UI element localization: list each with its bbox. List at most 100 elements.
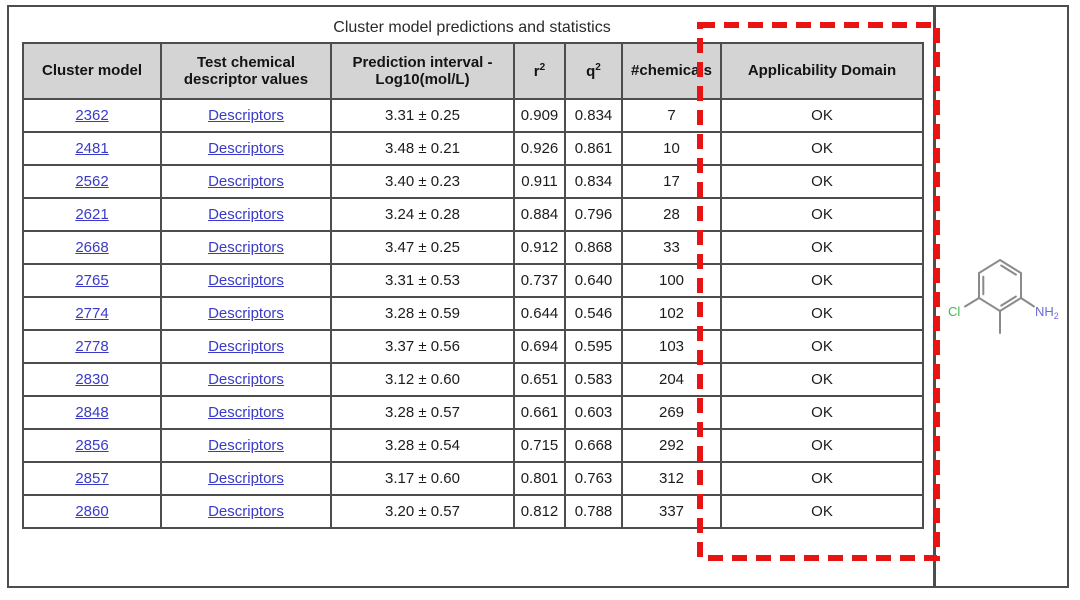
table-row: 2778 Descriptors 3.37 ± 0.56 0.694 0.595 103 O… <box>22 329 924 364</box>
table-cell: 2562 <box>22 164 162 199</box>
r2-value: 0.737 <box>513 263 566 298</box>
q2-value: 0.583 <box>564 362 623 397</box>
table-cell: Descriptors <box>160 362 332 397</box>
r2-value: 0.644 <box>513 296 566 331</box>
descriptors-link[interactable]: Descriptors <box>208 107 284 124</box>
q2-value: 0.763 <box>564 461 623 496</box>
chemicals-count: 204 <box>621 362 722 397</box>
cluster-model-link[interactable]: 2848 <box>75 404 109 421</box>
table-cell: 2765 <box>22 263 162 298</box>
descriptors-link[interactable]: Descriptors <box>208 470 284 487</box>
cluster-model-link[interactable]: 2562 <box>75 173 109 190</box>
column-header-descriptor-values: Test chemical descriptor values <box>160 42 332 100</box>
descriptors-link[interactable]: Descriptors <box>208 272 284 289</box>
column-header-applicability-domain: Applicability Domain <box>720 42 924 100</box>
cluster-predictions-table: Cluster model Test chemical descriptor va… <box>22 42 924 529</box>
table-cell: 2848 <box>22 395 162 430</box>
cluster-model-link[interactable]: 2830 <box>75 371 109 388</box>
cluster-model-link[interactable]: 2765 <box>75 272 109 289</box>
table-cell: Descriptors <box>160 131 332 166</box>
double-bond <box>1000 295 1017 307</box>
table-cell: 2621 <box>22 197 162 232</box>
chemicals-count: 17 <box>621 164 722 199</box>
chlorine-bond <box>964 297 980 308</box>
chemicals-count: 102 <box>621 296 722 331</box>
table-cell: 2362 <box>22 98 162 133</box>
r2-value: 0.801 <box>513 461 566 496</box>
descriptors-link[interactable]: Descriptors <box>208 338 284 355</box>
descriptors-link[interactable]: Descriptors <box>208 371 284 388</box>
table-row: 2621 Descriptors 3.24 ± 0.28 0.884 0.796 28 OK <box>22 197 924 232</box>
table-cell: Descriptors <box>160 263 332 298</box>
applicability-domain-status: OK <box>720 296 924 331</box>
applicability-domain-status: OK <box>720 461 924 496</box>
q2-value: 0.640 <box>564 263 623 298</box>
prediction-interval-value: 3.40 ± 0.23 <box>330 164 515 199</box>
chemicals-count: 103 <box>621 329 722 364</box>
table-cell: 2778 <box>22 329 162 364</box>
descriptors-link[interactable]: Descriptors <box>208 173 284 190</box>
cluster-model-link[interactable]: 2481 <box>75 140 109 157</box>
r2-value: 0.661 <box>513 395 566 430</box>
table-cell: Descriptors <box>160 395 332 430</box>
table-cell: Descriptors <box>160 494 332 529</box>
descriptors-link[interactable]: Descriptors <box>208 503 284 520</box>
cluster-model-link[interactable]: 2621 <box>75 206 109 223</box>
column-header-q2: q2 <box>564 42 623 100</box>
q2-value: 0.834 <box>564 98 623 133</box>
descriptors-link[interactable]: Descriptors <box>208 404 284 421</box>
amine-label: NH2 <box>1035 304 1059 321</box>
descriptors-link[interactable]: Descriptors <box>208 437 284 454</box>
prediction-interval-value: 3.28 ± 0.54 <box>330 428 515 463</box>
descriptors-link[interactable]: Descriptors <box>208 140 284 157</box>
table-cell: 2668 <box>22 230 162 265</box>
amine-subscript: 2 <box>1054 311 1059 321</box>
descriptors-link[interactable]: Descriptors <box>208 239 284 256</box>
cluster-model-link[interactable]: 2860 <box>75 503 109 520</box>
chemicals-count: 28 <box>621 197 722 232</box>
table-cell: 2860 <box>22 494 162 529</box>
prediction-interval-value: 3.20 ± 0.57 <box>330 494 515 529</box>
table-row: 2830 Descriptors 3.12 ± 0.60 0.651 0.583 204 O… <box>22 362 924 397</box>
applicability-domain-status: OK <box>720 494 924 529</box>
table-row: 2562 Descriptors 3.40 ± 0.23 0.911 0.834 17 OK <box>22 164 924 199</box>
column-header-prediction-interval: Prediction interval -Log10(mol/L) <box>330 42 515 100</box>
q2-value: 0.834 <box>564 164 623 199</box>
column-header-chemicals: #chemicals <box>621 42 722 100</box>
amine-bond <box>1020 297 1035 308</box>
table-header-row: Cluster model Test chemical descriptor va… <box>22 42 924 100</box>
cluster-model-link[interactable]: 2774 <box>75 305 109 322</box>
applicability-domain-status: OK <box>720 329 924 364</box>
table-row: 2856 Descriptors 3.28 ± 0.54 0.715 0.668 292 O… <box>22 428 924 463</box>
cluster-model-link[interactable]: 2668 <box>75 239 109 256</box>
applicability-domain-status: OK <box>720 395 924 430</box>
chemicals-count: 100 <box>621 263 722 298</box>
table-cell: 2830 <box>22 362 162 397</box>
cluster-model-link[interactable]: 2856 <box>75 437 109 454</box>
prediction-interval-value: 3.12 ± 0.60 <box>330 362 515 397</box>
chemicals-count: 33 <box>621 230 722 265</box>
q2-value: 0.595 <box>564 329 623 364</box>
chemicals-count: 312 <box>621 461 722 496</box>
applicability-domain-status: OK <box>720 98 924 133</box>
table-cell: 2857 <box>22 461 162 496</box>
chemical-structure: Cl NH2 <box>948 258 1059 334</box>
r2-value: 0.812 <box>513 494 566 529</box>
table-cell: 2481 <box>22 131 162 166</box>
table-cell: Descriptors <box>160 329 332 364</box>
cluster-model-link[interactable]: 2362 <box>75 107 109 124</box>
table-cell: Descriptors <box>160 230 332 265</box>
q2-value: 0.788 <box>564 494 623 529</box>
table-cell: Descriptors <box>160 98 332 133</box>
r2-value: 0.715 <box>513 428 566 463</box>
table-row: 2481 Descriptors 3.48 ± 0.21 0.926 0.861 10 OK <box>22 131 924 166</box>
q2-value: 0.796 <box>564 197 623 232</box>
descriptors-link[interactable]: Descriptors <box>208 206 284 223</box>
prediction-interval-value: 3.47 ± 0.25 <box>330 230 515 265</box>
double-bond <box>1000 264 1017 276</box>
descriptors-link[interactable]: Descriptors <box>208 305 284 322</box>
prediction-interval-value: 3.17 ± 0.60 <box>330 461 515 496</box>
prediction-interval-value: 3.24 ± 0.28 <box>330 197 515 232</box>
cluster-model-link[interactable]: 2857 <box>75 470 109 487</box>
cluster-model-link[interactable]: 2778 <box>75 338 109 355</box>
